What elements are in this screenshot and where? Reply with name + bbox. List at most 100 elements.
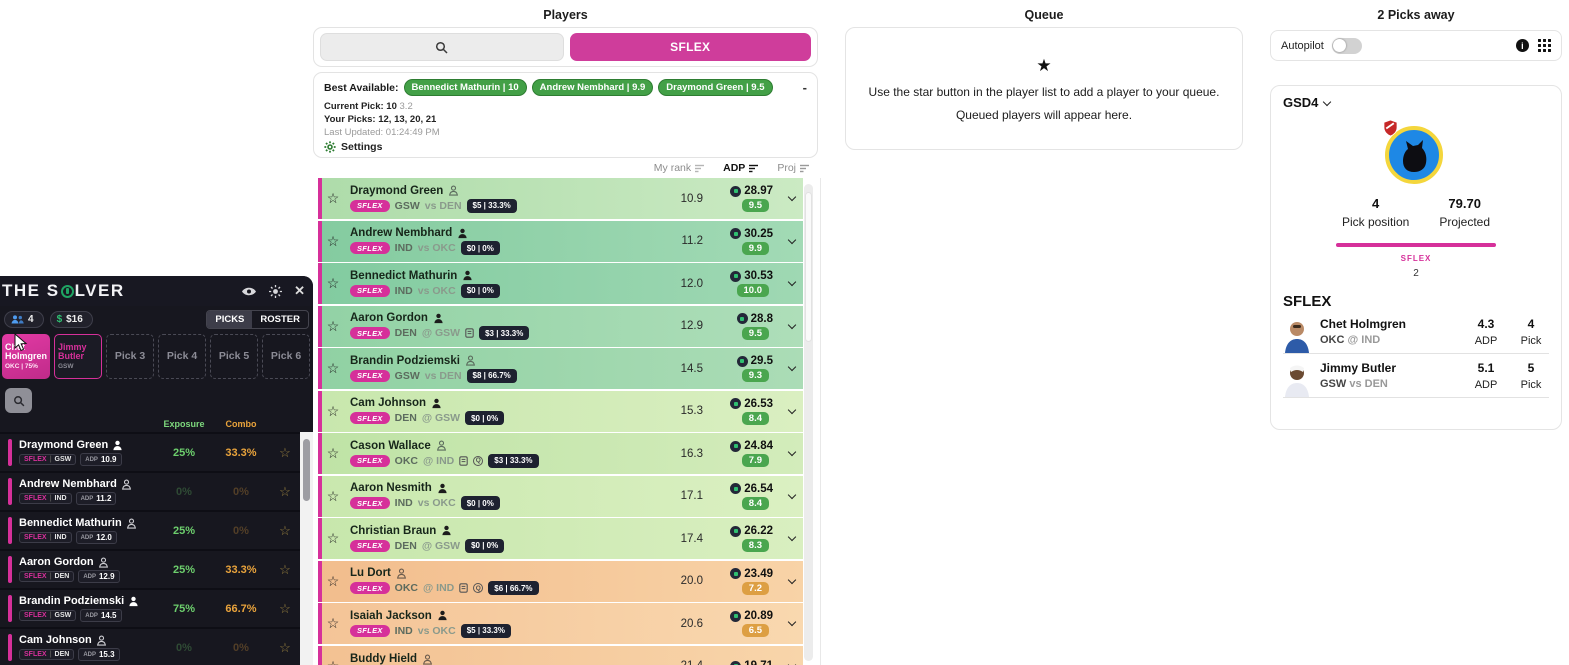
queue-star-button[interactable]: ☆ bbox=[326, 615, 340, 631]
player-row[interactable]: ☆ Draymond Green SFLEX GSW vs DEN $5 | 33.3… bbox=[318, 178, 803, 219]
player-row[interactable]: ☆ Lu Dort SFLEX OKC @ IND Q $6 | 66.7% 20.0 … bbox=[318, 560, 803, 602]
solver-player-row[interactable]: Cam Johnson SFLEX | DEN ADP 15.3 0% 0% ☆ bbox=[0, 627, 300, 665]
team-avatar bbox=[1383, 119, 1447, 184]
expand-chevron[interactable] bbox=[781, 575, 803, 584]
expand-chevron[interactable] bbox=[781, 320, 803, 329]
solver-scrollbar[interactable] bbox=[300, 432, 313, 665]
solver-player-row[interactable]: Andrew Nembhard SFLEX | IND ADP 11.2 0% 0% ☆ bbox=[0, 471, 300, 510]
info-icon[interactable]: i bbox=[1515, 39, 1529, 52]
scrollbar-thumb[interactable] bbox=[805, 192, 812, 342]
tab-roster[interactable]: ROSTER bbox=[260, 314, 300, 325]
player-row[interactable]: ☆ Aaron Gordon SFLEX DEN @ GSW $3 | 33.3% 1… bbox=[318, 305, 803, 347]
queue-star-button[interactable]: ☆ bbox=[326, 402, 340, 419]
fee-pill: $0 | 0% bbox=[460, 283, 500, 298]
autopilot-toggle[interactable] bbox=[1331, 37, 1362, 54]
solver-player-row[interactable]: Aaron Gordon SFLEX | DEN ADP 12.9 25% 33.3% … bbox=[0, 549, 300, 588]
player-row[interactable]: ☆ Cam Johnson SFLEX DEN @ GSW $0 | 0% 15.3 … bbox=[318, 390, 803, 432]
adp-value: 11.2 bbox=[681, 235, 703, 247]
expand-chevron[interactable] bbox=[781, 192, 803, 202]
expand-chevron[interactable] bbox=[781, 277, 803, 287]
adp-value: 17.1 bbox=[680, 490, 703, 502]
pick-slot-5[interactable]: Pick 5 bbox=[210, 334, 258, 379]
pick-slot-3[interactable]: Pick 3 bbox=[106, 334, 154, 379]
report-icon bbox=[459, 583, 469, 593]
person-outline-icon bbox=[98, 557, 108, 568]
expand-chevron[interactable] bbox=[781, 235, 803, 244]
queue-star-button[interactable]: ☆ bbox=[326, 572, 340, 589]
queue-star-button[interactable]: ☆ bbox=[318, 658, 348, 665]
player-row[interactable]: ☆ Bennedict Mathurin SFLEX IND vs OKC $0 | … bbox=[318, 263, 803, 304]
expand-chevron[interactable] bbox=[781, 617, 803, 627]
pick-slot-2[interactable]: Jimmy Butler GSW bbox=[54, 334, 102, 379]
position-filter-button[interactable]: SFLEX bbox=[569, 33, 811, 61]
sort-my-rank[interactable]: My rank bbox=[654, 162, 705, 174]
solver-player-row[interactable]: Draymond Green SFLEX | GSW ADP 10.9 25% 33.3… bbox=[0, 432, 300, 471]
solver-search-button[interactable] bbox=[5, 388, 32, 413]
player-row[interactable]: ☆ Christian Braun SFLEX DEN @ GSW $0 | 0% 1… bbox=[318, 518, 803, 559]
visibility-icon[interactable] bbox=[241, 286, 257, 297]
tab-picks[interactable]: PICKS bbox=[207, 311, 253, 328]
player-row[interactable]: ☆ Andrew Nembhard SFLEX IND vs OKC $0 | 0% … bbox=[318, 220, 803, 262]
pick-slot-6[interactable]: Pick 6 bbox=[262, 334, 310, 379]
chevron-down-icon bbox=[787, 532, 797, 542]
collapse-button[interactable]: - bbox=[802, 79, 807, 95]
player-row[interactable]: ☆ Cason Wallace SFLEX OKC @ IND Q $3 | 33.3%… bbox=[318, 433, 803, 474]
team-name-dropdown[interactable]: GSD4 bbox=[1283, 95, 1549, 110]
player-list-scrollbar[interactable] bbox=[804, 184, 813, 661]
proj-value: 30.25 bbox=[744, 227, 773, 240]
person-filled-icon bbox=[458, 228, 467, 238]
players-panel: Players SFLEX Best Available: Bennedict … bbox=[313, 0, 818, 665]
row-accent-bar bbox=[8, 595, 12, 622]
combo-value: 0% bbox=[233, 485, 249, 498]
pick-slot-4[interactable]: Pick 4 bbox=[158, 334, 206, 379]
player-row[interactable]: ☆ Isaiah Jackson SFLEX IND vs OKC $5 | 33.3… bbox=[318, 603, 803, 644]
value-badge: 9.5 bbox=[741, 326, 769, 340]
queue-star-button[interactable]: ☆ bbox=[326, 275, 340, 291]
queue-star-button[interactable]: ☆ bbox=[326, 445, 340, 461]
queue-star-button[interactable]: ☆ bbox=[279, 600, 291, 616]
chevron-down-icon bbox=[787, 277, 797, 287]
solver-logo: THE S LVER bbox=[2, 281, 125, 300]
expand-chevron[interactable] bbox=[781, 405, 803, 414]
settings-button[interactable]: Settings bbox=[324, 141, 807, 153]
adp-value: 12.9 bbox=[680, 320, 703, 332]
queue-star-button[interactable]: ☆ bbox=[326, 190, 340, 206]
player-name: Aaron Gordon bbox=[350, 312, 428, 324]
best-available-pill[interactable]: Bennedict Mathurin | 10 bbox=[403, 79, 527, 96]
expand-chevron[interactable] bbox=[781, 362, 803, 372]
expand-chevron[interactable] bbox=[781, 447, 803, 457]
roster-row[interactable]: Jimmy Butler GSW vs DEN 5.1 ADP 5 Pick bbox=[1283, 354, 1549, 398]
close-icon[interactable]: ✕ bbox=[294, 283, 305, 298]
brightness-icon[interactable] bbox=[269, 284, 283, 298]
queue-star-button[interactable]: ☆ bbox=[279, 444, 291, 460]
best-available-pill[interactable]: Draymond Green | 9.5 bbox=[658, 79, 773, 96]
queue-star-button[interactable]: ☆ bbox=[279, 522, 291, 538]
queue-star-button[interactable]: ☆ bbox=[326, 317, 340, 334]
solver-player-row[interactable]: Brandin Podziemski SFLEX | GSW ADP 14.5 75% … bbox=[0, 588, 300, 627]
queue-star-button[interactable]: ☆ bbox=[279, 561, 291, 577]
player-name: Christian Braun bbox=[350, 524, 437, 537]
roster-row[interactable]: Chet Holmgren OKC @ IND 4.3 ADP 4 Pick bbox=[1283, 310, 1549, 354]
queue-star-button[interactable]: ☆ bbox=[326, 232, 340, 249]
expand-chevron[interactable] bbox=[781, 532, 803, 542]
solver-player-row[interactable]: Bennedict Mathurin SFLEX | IND ADP 12.0 25% … bbox=[0, 510, 300, 549]
grid-view-icon[interactable] bbox=[1537, 38, 1551, 53]
player-search-input[interactable] bbox=[320, 33, 564, 61]
queue-star-button[interactable]: ☆ bbox=[279, 483, 291, 499]
sort-adp[interactable]: ADP bbox=[723, 162, 759, 174]
sort-proj[interactable]: Proj bbox=[777, 162, 810, 174]
queue-star-button[interactable]: ☆ bbox=[326, 360, 340, 376]
player-row[interactable]: ☆ Brandin Podziemski SFLEX GSW vs DEN $8 | … bbox=[318, 348, 803, 389]
expand-chevron[interactable] bbox=[781, 490, 803, 499]
best-available-pill[interactable]: Andrew Nembhard | 9.9 bbox=[531, 79, 654, 96]
person-outline-icon bbox=[465, 355, 475, 366]
queue-star-button[interactable]: ☆ bbox=[279, 639, 291, 655]
row-accent-bar bbox=[318, 518, 322, 559]
queue-star-button[interactable]: ☆ bbox=[326, 487, 340, 504]
queue-star-button[interactable]: ☆ bbox=[326, 530, 340, 546]
position-pill: SFLEX bbox=[350, 199, 390, 212]
scrollbar-thumb[interactable] bbox=[303, 439, 310, 501]
player-row[interactable]: ☆ Buddy Hield SFLEX 21.4 19.71 bbox=[318, 645, 803, 665]
player-row[interactable]: ☆ Aaron Nesmith SFLEX IND vs OKC $0 | 0% 17… bbox=[318, 475, 803, 517]
proj-value: 26.54 bbox=[744, 482, 773, 495]
